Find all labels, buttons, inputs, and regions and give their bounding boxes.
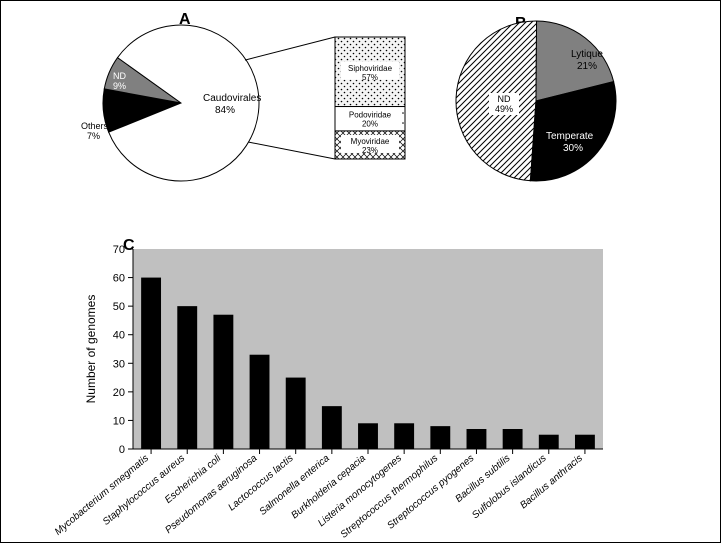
- bar-yticklabel: 10: [113, 415, 125, 427]
- bar: [539, 435, 559, 449]
- bar-yticklabel: 0: [119, 444, 125, 456]
- breakout-pct-podoviridae: 20%: [362, 120, 378, 129]
- pie-a-label-caudo: Caudovirales: [203, 93, 261, 104]
- breakout-pct-siphoviridae: 57%: [362, 73, 378, 82]
- bar-yticklabel: 30: [113, 358, 125, 370]
- figure-svg: Caudovirales84%ND9%Others7%Siphoviridae5…: [1, 1, 721, 544]
- bar: [467, 429, 487, 449]
- bar: [503, 429, 523, 449]
- bar: [358, 423, 378, 449]
- bar: [394, 423, 414, 449]
- bar: [322, 406, 342, 449]
- pie-b-label-nd: ND: [498, 94, 511, 104]
- pie-a-label-nd: ND: [113, 71, 126, 81]
- breakout-line-bot: [248, 142, 335, 159]
- breakout-label-podoviridae: Podoviridae: [349, 111, 392, 120]
- breakout-label-myoviridae: Myoviridae: [351, 137, 390, 146]
- bar-yticklabel: 60: [113, 273, 125, 285]
- bar-xlabel: Bacillus anthracis: [518, 453, 585, 511]
- pie-b-label-lytique: Lytique: [571, 49, 603, 60]
- bar-xlabel: Lactococcus lactis: [226, 453, 295, 514]
- pie-a-label-others: Others: [81, 121, 109, 131]
- pie-b-label-temperate: Temperate: [546, 131, 594, 142]
- breakout-label-siphoviridae: Siphoviridae: [348, 64, 393, 73]
- bar: [430, 426, 450, 449]
- figure-root: A B C Caudovirales84%ND9%Others7%Sipho: [0, 0, 721, 543]
- bar-ylabel: Number of genomes: [84, 295, 98, 404]
- bar: [575, 435, 595, 449]
- breakout-pct-myoviridae: 23%: [362, 146, 378, 155]
- pie-a-pct-others: 7%: [87, 131, 100, 141]
- pie-b-pct-nd: 49%: [495, 104, 513, 114]
- bar: [141, 278, 161, 449]
- bar-yticklabel: 20: [113, 387, 125, 399]
- pie-b-pct-lytique: 21%: [577, 61, 597, 72]
- bar-plot-bg: [133, 249, 603, 449]
- bar: [177, 306, 197, 449]
- bar-yticklabel: 40: [113, 330, 125, 342]
- pie-a-pct-caudo: 84%: [215, 105, 235, 116]
- bar: [213, 315, 233, 449]
- bar-yticklabel: 70: [113, 244, 125, 256]
- bar: [250, 355, 270, 449]
- bar: [286, 378, 306, 449]
- breakout-line-top: [245, 37, 335, 60]
- pie-a-pct-nd: 9%: [113, 81, 126, 91]
- pie-b-pct-temperate: 30%: [563, 143, 583, 154]
- bar-yticklabel: 50: [113, 301, 125, 313]
